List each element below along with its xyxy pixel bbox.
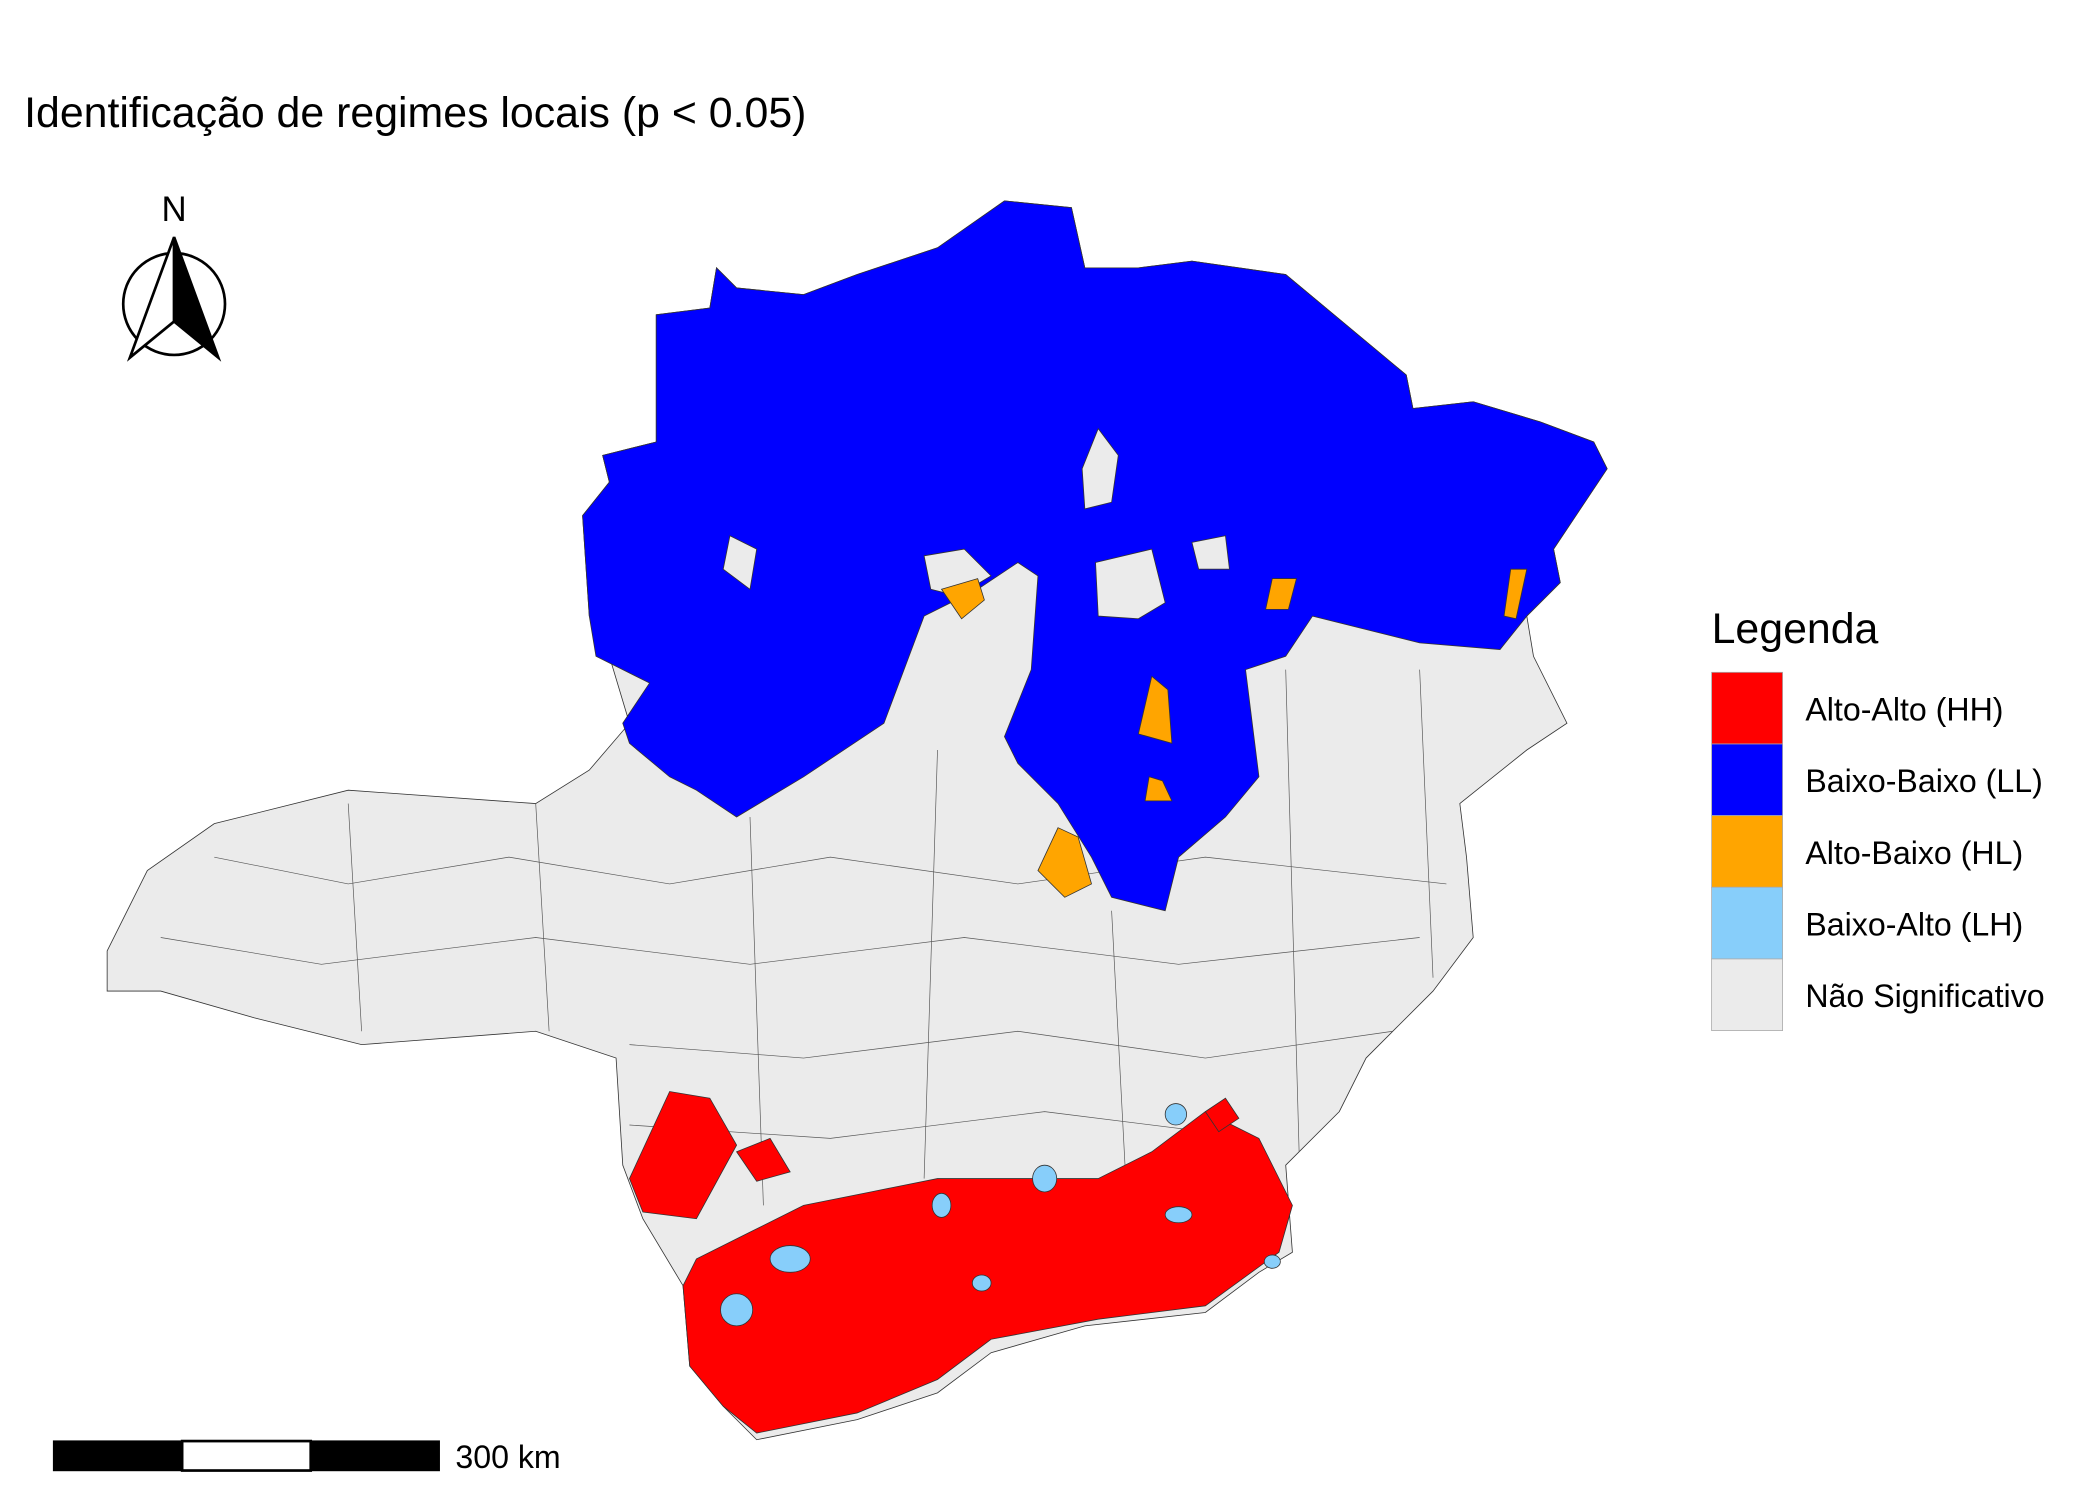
region-high-high [682,1111,1293,1434]
region-low-high [769,1245,811,1273]
north-arrow: N [121,190,227,362]
region-high-low [1137,675,1173,744]
legend-swatch [1711,815,1783,888]
region-low-high [1164,1206,1193,1224]
region-high-low [1037,827,1092,898]
north-arrow-right [172,236,222,362]
legend-label: Baixo-Baixo (LL) [1805,763,2042,799]
legend-label: Baixo-Alto (LH) [1805,906,2023,942]
scale-segment [52,1440,183,1472]
legend-swatch [1711,886,1783,960]
region-high-low [1144,776,1173,802]
legend-swatch [1711,743,1783,817]
region-low-low [582,200,1608,912]
municipal-boundaries [160,669,1447,1206]
legend-label: Alto-Alto (HH) [1805,692,2003,728]
region-not-significant [722,535,758,591]
scale-bar: 300 km [52,1439,561,1475]
region-low-high [720,1293,754,1327]
region-high-high [1204,1097,1240,1133]
legend: Legenda Alto-Alto (HH) Baixo-Baixo (LL) Al… [1711,605,2045,1031]
region-low-high [931,1192,952,1218]
legend-swatch [1711,671,1783,745]
legend-label: Não Significativo [1805,978,2044,1014]
legend-swatch [1711,958,1783,1031]
region-high-low [1503,568,1528,620]
scale-segment [310,1440,440,1472]
north-label: N [162,190,187,229]
scale-segment [180,1439,313,1472]
region-not-significant [1191,535,1230,570]
region-high-low [940,578,985,620]
region-not-significant [1095,548,1166,620]
region-not-significant [1081,427,1119,510]
region-high-high [735,1137,791,1182]
region-low-high [1164,1103,1188,1126]
holes [722,427,1230,620]
region-low-high [1032,1164,1058,1193]
region-low-high [1263,1254,1281,1269]
legend-title: Legenda [1712,605,1879,653]
region-low-high [971,1274,992,1292]
region-high-high [629,1091,738,1220]
region-high-low [1265,578,1297,610]
legend-label: Alto-Baixo (HL) [1805,835,2023,871]
map-title: Identificação de regimes locais (p < 0.0… [24,89,806,137]
scale-label: 300 km [455,1439,560,1475]
